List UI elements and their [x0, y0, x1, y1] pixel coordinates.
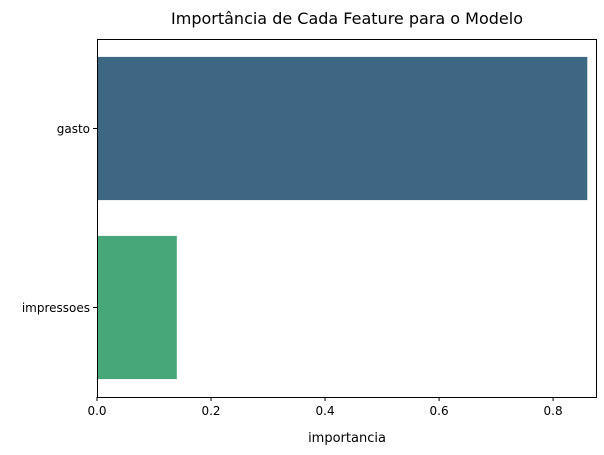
bars-group	[97, 56, 588, 380]
bar-impressoes	[97, 235, 177, 380]
x-axis-label: importancia	[308, 431, 386, 446]
y-tick-label: gasto	[57, 122, 90, 136]
x-tick-label: 0.6	[430, 404, 449, 418]
y-axis-ticks: gasto impressoes	[22, 122, 97, 315]
bar-gasto	[97, 56, 588, 201]
x-tick-label: 0.4	[316, 404, 335, 418]
x-tick-label: 0.0	[87, 404, 106, 418]
x-tick-label: 0.2	[201, 404, 220, 418]
x-axis-ticks: 0.0 0.2 0.4 0.6 0.8	[87, 397, 563, 418]
x-tick-label: 0.8	[544, 404, 563, 418]
y-tick-label: impressoes	[22, 301, 90, 315]
chart-title: Importância de Cada Feature para o Model…	[171, 9, 523, 28]
axes-frame	[97, 39, 597, 398]
